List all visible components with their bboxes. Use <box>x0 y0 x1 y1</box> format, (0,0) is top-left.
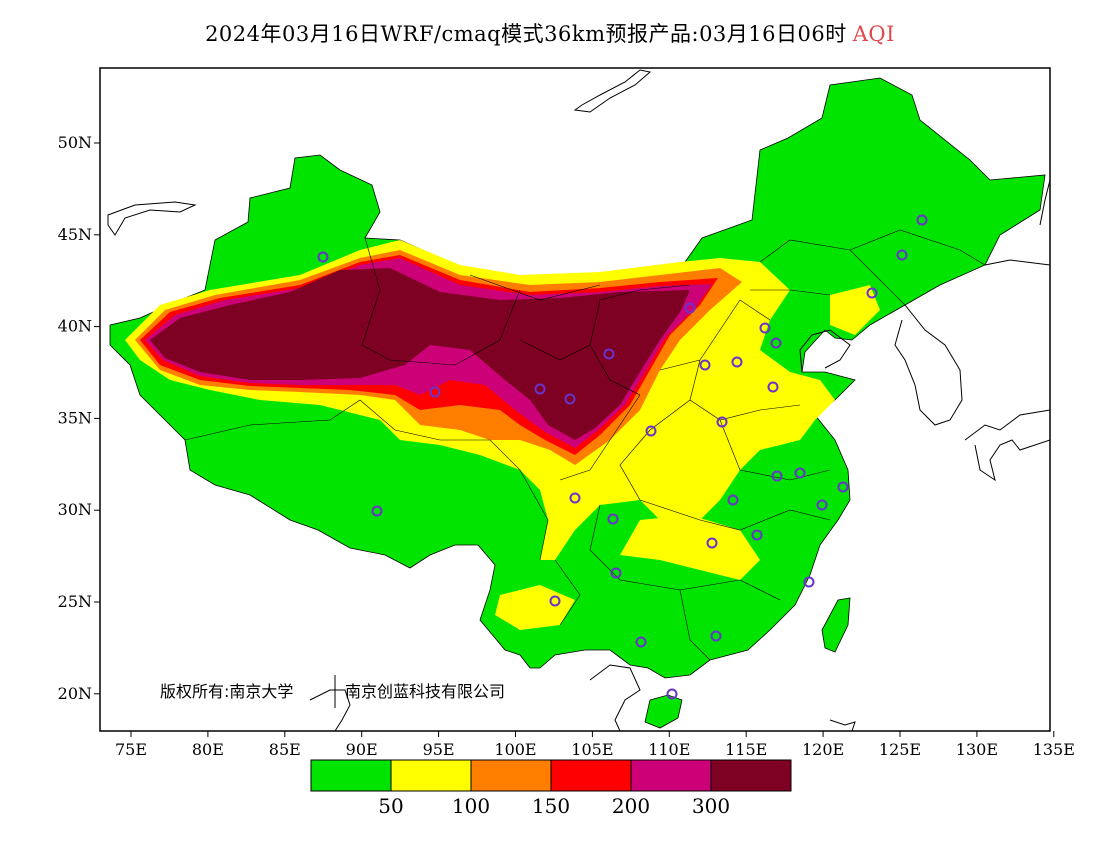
kazakh-lake <box>107 201 197 236</box>
station-marker <box>866 287 878 299</box>
y-tick-label: 30N <box>58 500 92 519</box>
band-maroon <box>150 268 690 440</box>
x-tick-label: 135E <box>1033 740 1075 759</box>
x-tick-label: 130E <box>956 740 998 759</box>
bay-of-bengal <box>309 689 351 731</box>
russia-lake <box>573 69 652 113</box>
station-marker <box>731 356 743 368</box>
station-marker <box>710 630 722 642</box>
bohai-coast <box>799 329 851 373</box>
station-marker <box>371 505 383 517</box>
y-tick-label: 35N <box>58 408 92 427</box>
indochina-coast <box>589 664 641 731</box>
x-tick-label: 100E <box>494 740 536 759</box>
x-tick-label: 110E <box>648 740 690 759</box>
station-marker <box>549 595 561 607</box>
station-marker <box>534 383 546 395</box>
y-tick-label: 25N <box>58 592 92 611</box>
title-text: 2024年03月16日WRF/cmaq模式36km预报产品:03月16日06时 <box>205 22 847 46</box>
map-title: 2024年03月16日WRF/cmaq模式36km预报产品:03月16日06时 A… <box>0 18 1100 48</box>
provincial-boundaries <box>184 229 986 661</box>
y-tick-label: 45N <box>58 225 92 244</box>
station-marker <box>896 249 908 261</box>
station-marker <box>770 337 782 349</box>
y-tick-label: 50N <box>58 133 92 152</box>
coastlines <box>107 69 1050 731</box>
station-marker <box>645 425 657 437</box>
japan-coast <box>964 409 1050 482</box>
station-marker <box>635 636 647 648</box>
japan-north <box>984 259 1050 266</box>
x-tick-label: 115E <box>725 740 767 759</box>
credit-right: 南京创蓝科技有限公司 <box>345 682 505 701</box>
x-tick-label: 95E <box>423 740 455 759</box>
x-tick-label: 125E <box>879 740 921 759</box>
x-tick-label: 85E <box>269 740 301 759</box>
station-marker <box>759 322 771 334</box>
station-marker <box>794 467 806 479</box>
colorbar-label: 150 <box>532 794 570 818</box>
monitoring-stations <box>317 214 928 700</box>
y-axis: 50N 45N 40N 35N 30N 25N 20N <box>58 133 100 703</box>
x-tick-label: 120E <box>802 740 844 759</box>
colorbar-label: 100 <box>452 794 490 818</box>
station-marker <box>666 688 678 700</box>
korea-coast <box>894 304 963 426</box>
station-marker <box>699 359 711 371</box>
philippines <box>829 719 856 731</box>
station-marker <box>727 494 739 506</box>
band-yellow-se <box>620 515 760 580</box>
x-tick-label: 75E <box>115 740 147 759</box>
colorbar-swatch <box>310 759 392 792</box>
station-marker <box>429 386 441 398</box>
taiwan-island <box>821 597 851 653</box>
x-tick-label: 90E <box>346 740 378 759</box>
sakhalin <box>1039 179 1050 226</box>
colorbar-label: 300 <box>692 794 730 818</box>
station-marker <box>607 513 619 525</box>
colorbar-swatch <box>710 759 792 792</box>
station-marker <box>771 470 783 482</box>
colorbar-label: 50 <box>378 794 403 818</box>
station-marker <box>916 214 928 226</box>
station-marker <box>569 492 581 504</box>
station-marker <box>684 302 696 314</box>
aqi-contours <box>125 240 880 630</box>
station-marker <box>716 416 728 428</box>
station-marker <box>564 393 576 405</box>
band-yellow-ne <box>830 285 880 335</box>
station-marker <box>603 348 615 360</box>
station-marker <box>837 481 849 493</box>
y-tick-label: 20N <box>58 684 92 703</box>
map-content: 版权所有:南京大学 南京创蓝科技有限公司 <box>107 69 1050 731</box>
station-marker <box>751 529 763 541</box>
colorbar-swatch <box>470 759 552 792</box>
station-marker <box>767 381 779 393</box>
x-tick-label: 80E <box>192 740 224 759</box>
x-tick-label: 105E <box>571 740 613 759</box>
y-tick-label: 40N <box>58 317 92 336</box>
colorbar-swatch <box>390 759 472 792</box>
station-marker <box>816 499 828 511</box>
colorbar-swatch <box>630 759 712 792</box>
colorbar-label: 200 <box>612 794 650 818</box>
station-marker <box>803 576 815 588</box>
title-variable: AQI <box>852 22 895 46</box>
credit-left: 版权所有:南京大学 <box>160 682 293 701</box>
station-marker <box>706 537 718 549</box>
colorbar: 50 100 150 200 300 <box>310 759 792 818</box>
colorbar-swatch <box>550 759 632 792</box>
x-axis: 75E 80E 85E 90E 95E 100E 105E 110E 115E 120E 125E 1… <box>115 731 1075 759</box>
station-marker <box>610 567 622 579</box>
station-marker <box>317 251 329 263</box>
